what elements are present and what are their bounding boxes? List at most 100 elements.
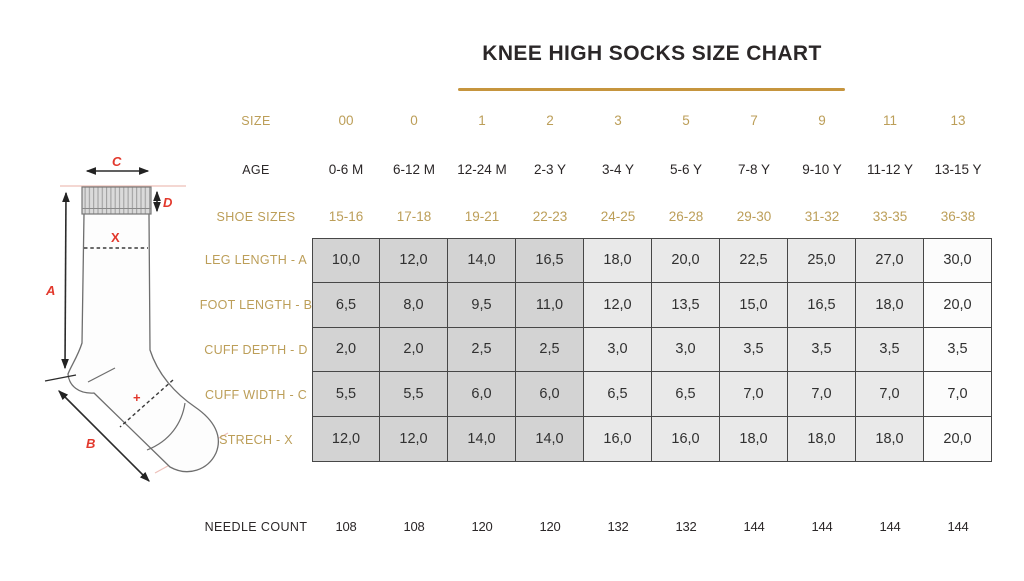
label-foot-plus: +	[133, 390, 141, 405]
measurement-cell: 7,0	[720, 372, 788, 418]
measurement-cell: 5,5	[312, 372, 380, 418]
needle-value: 108	[403, 519, 425, 534]
age-value: 2-3 Y	[533, 162, 567, 177]
shoe-value: 36-38	[940, 209, 976, 224]
measurement-cell: 7,0	[856, 372, 924, 418]
measurement-cell: 6,5	[312, 282, 380, 328]
measurement-cell: 18,0	[788, 417, 856, 462]
measurement-cell: 5,5	[380, 372, 448, 418]
needle-row-label: NEEDLE COUNT	[204, 520, 308, 534]
measurement-cell: 20,0	[924, 417, 992, 462]
measurement-cell: 3,0	[584, 327, 652, 373]
shoe-row-label: SHOE SIZES	[216, 210, 296, 224]
foot-length-arrow	[58, 390, 150, 482]
heel-boundary-tick	[44, 374, 77, 382]
measurement-cell: 3,5	[720, 327, 788, 373]
measurement-row-label: FOOT LENGTH - B	[199, 298, 313, 313]
age-value: 6-12 M	[392, 162, 436, 177]
label-cuff-depth-d: D	[163, 195, 173, 210]
shoe-value: 26-28	[668, 209, 704, 224]
needle-value: 132	[675, 519, 697, 534]
measurement-cell: 16,0	[652, 417, 720, 462]
page-title: KNEE HIGH SOCKS SIZE CHART	[482, 42, 822, 65]
measurement-cell: 30,0	[924, 238, 992, 283]
measurement-cell: 6,0	[448, 372, 516, 418]
age-value: 3-4 Y	[601, 162, 635, 177]
measurement-cell: 14,0	[448, 238, 516, 283]
size-value: 11	[882, 113, 897, 128]
measurement-cell: 6,0	[516, 372, 584, 418]
measurement-cell: 11,0	[516, 282, 584, 328]
age-value: 5-6 Y	[669, 162, 703, 177]
label-leg-length-a: A	[45, 283, 55, 298]
measurement-cell: 18,0	[856, 282, 924, 328]
needle-value: 144	[743, 519, 765, 534]
size-header-row: SIZE 00 0 1 2 3 5 7 9 11 13	[200, 109, 992, 133]
label-foot-length-b: B	[86, 436, 95, 451]
size-value: 5	[682, 113, 690, 128]
age-value: 13-15 Y	[934, 162, 982, 177]
shoe-value: 29-30	[736, 209, 772, 224]
sock-measurement-diagram: C D A B X +	[44, 154, 229, 482]
label-stretch-x: X	[111, 230, 120, 245]
sock-outline	[67, 213, 219, 473]
size-row-label: SIZE	[241, 114, 271, 128]
shoe-value: 31-32	[804, 209, 840, 224]
needle-value: 144	[947, 519, 969, 534]
size-value: 9	[818, 113, 826, 128]
measurement-cell: 9,5	[448, 282, 516, 328]
measurement-cell: 3,5	[924, 327, 992, 373]
measurement-cell: 16,0	[584, 417, 652, 462]
needle-value: 120	[539, 519, 561, 534]
shoe-value: 15-16	[328, 209, 364, 224]
measurement-cell: 6,5	[584, 372, 652, 418]
measurement-cell: 16,5	[788, 282, 856, 328]
age-value: 12-24 M	[457, 162, 507, 177]
shoe-value: 19-21	[464, 209, 500, 224]
shoe-sizes-header-row: SHOE SIZES 15-16 17-18 19-21 22-23 24-25 26-28…	[200, 205, 992, 229]
measurement-cell: 22,5	[720, 238, 788, 283]
measurement-cell: 14,0	[516, 417, 584, 462]
measurement-cell: 2,5	[448, 327, 516, 373]
measurement-row-label: CUFF WIDTH - C	[204, 387, 308, 402]
measurement-cell: 10,0	[312, 238, 380, 283]
size-value: 00	[338, 113, 354, 128]
measurement-cell: 7,0	[924, 372, 992, 418]
measurement-cell: 3,5	[788, 327, 856, 373]
size-value: 3	[614, 113, 622, 128]
age-value: 7-8 Y	[737, 162, 771, 177]
title-underline	[458, 88, 845, 91]
measurement-cell: 7,0	[788, 372, 856, 418]
size-value: 1	[478, 113, 486, 128]
shoe-value: 22-23	[532, 209, 568, 224]
measurement-cell: 12,0	[584, 282, 652, 328]
needle-count-row: NEEDLE COUNT 108 108 120 120 132 132 144 144 144 1…	[200, 515, 992, 539]
label-cuff-width-c: C	[112, 154, 122, 169]
age-value: 11-12 Y	[866, 162, 914, 177]
age-value: 0-6 M	[328, 162, 364, 177]
measurement-cell: 2,0	[380, 327, 448, 373]
age-header-row: AGE 0-6 M 6-12 M 12-24 M 2-3 Y 3-4 Y 5-6 Y 7-8 …	[200, 158, 992, 182]
age-row-label: AGE	[242, 163, 270, 177]
measurement-cell: 14,0	[448, 417, 516, 462]
measurement-cell: 27,0	[856, 238, 924, 283]
shoe-value: 24-25	[600, 209, 636, 224]
needle-value: 144	[811, 519, 833, 534]
measurement-cell: 3,0	[652, 327, 720, 373]
needle-value: 132	[607, 519, 629, 534]
shoe-value: 33-35	[872, 209, 908, 224]
size-value: 7	[750, 113, 758, 128]
measurement-cell: 12,0	[312, 417, 380, 462]
measurement-cell: 12,0	[380, 238, 448, 283]
measurement-cell: 15,0	[720, 282, 788, 328]
toe-seam-line	[146, 402, 186, 451]
heel-seam-line	[87, 367, 116, 383]
measurement-cell: 6,5	[652, 372, 720, 418]
measurement-cell: 16,5	[516, 238, 584, 283]
measurement-cell: 13,5	[652, 282, 720, 328]
measurement-cell: 8,0	[380, 282, 448, 328]
measurement-cell: 18,0	[720, 417, 788, 462]
size-value: 0	[410, 113, 418, 128]
leg-length-arrow	[61, 191, 70, 370]
